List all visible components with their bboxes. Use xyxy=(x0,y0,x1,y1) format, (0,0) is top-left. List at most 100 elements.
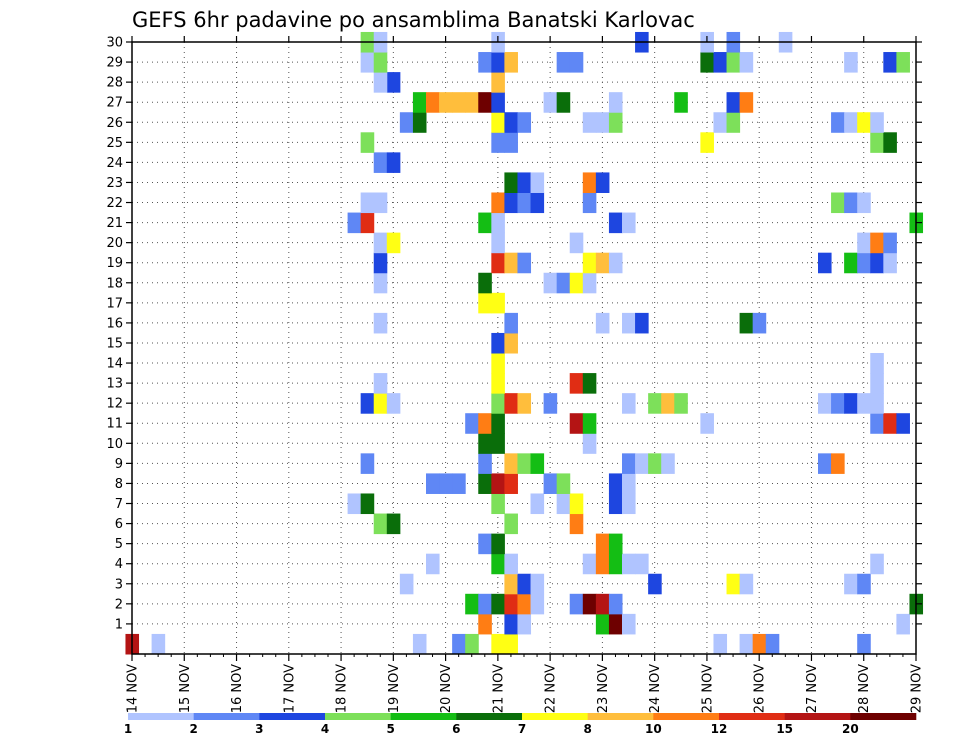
heatmap-cell xyxy=(478,92,492,113)
heatmap-cell xyxy=(739,92,754,113)
heatmap-cell xyxy=(844,252,858,274)
heatmap-cell xyxy=(622,453,636,474)
heatmap-cell xyxy=(478,212,492,234)
heatmap-cell xyxy=(517,453,532,474)
y-tick-label: 25 xyxy=(106,136,123,151)
legend-swatch xyxy=(456,713,523,720)
x-tick-label: 19 NOV xyxy=(387,664,402,713)
legend-label: 8 xyxy=(583,722,591,736)
legend-label: 3 xyxy=(255,722,263,736)
legend-swatch xyxy=(784,713,851,720)
heatmap-cell xyxy=(556,52,571,73)
heatmap-cell xyxy=(608,473,623,494)
x-tick-label: 14 NOV xyxy=(126,664,141,713)
heatmap-cell xyxy=(857,232,871,254)
heatmap-cell xyxy=(870,373,884,394)
heatmap-cell xyxy=(439,92,453,113)
heatmap-cell xyxy=(491,633,505,655)
heatmap-cell xyxy=(726,52,741,73)
heatmap-cell xyxy=(543,473,558,494)
heatmap-cell xyxy=(373,513,388,535)
y-tick-label: 21 xyxy=(106,216,123,231)
heatmap-cell xyxy=(543,92,558,113)
heatmap-cell xyxy=(569,52,584,73)
heatmap-cell xyxy=(569,513,584,535)
y-tick-label: 19 xyxy=(106,256,123,271)
y-tick-label: 15 xyxy=(106,336,123,351)
heatmap-cell xyxy=(373,232,388,254)
heatmap-cell xyxy=(504,453,518,474)
heatmap-cell xyxy=(648,573,662,595)
heatmap-cell xyxy=(818,393,832,414)
heatmap-cell xyxy=(478,533,492,555)
heatmap-cell xyxy=(373,312,388,334)
heatmap-cell xyxy=(530,453,545,474)
legend-label: 10 xyxy=(645,722,662,736)
heatmap-cell xyxy=(386,393,401,414)
legend-label: 4 xyxy=(321,722,329,736)
heatmap-cell xyxy=(491,553,505,575)
heatmap-cell xyxy=(870,393,884,414)
heatmap-cell xyxy=(373,192,388,214)
y-tick-label: 28 xyxy=(106,76,123,91)
x-tick-label: 17 NOV xyxy=(282,664,297,713)
heatmap-cell xyxy=(661,393,675,414)
heatmap-cell xyxy=(360,212,375,234)
x-tick-label: 23 NOV xyxy=(596,664,611,713)
heatmap-cell xyxy=(504,513,518,535)
heatmap-cell xyxy=(491,112,505,133)
heatmap-cell xyxy=(635,553,649,575)
heatmap-cell xyxy=(360,453,375,474)
heatmap-cell xyxy=(504,312,518,334)
heatmap-cell xyxy=(870,553,884,575)
heatmap-cell xyxy=(622,393,636,414)
heatmap-cell xyxy=(622,312,636,334)
heatmap-cell xyxy=(491,212,505,234)
heatmap-cell xyxy=(582,593,597,615)
heatmap-cell xyxy=(870,232,884,254)
heatmap-cell xyxy=(857,573,871,595)
heatmap-cell xyxy=(439,473,453,494)
heatmap-cell xyxy=(504,473,518,494)
heatmap-cell xyxy=(700,52,714,73)
heatmap-cell xyxy=(608,553,623,575)
heatmap-cell xyxy=(622,212,636,234)
heatmap-cell xyxy=(648,453,662,474)
legend-label: 20 xyxy=(842,722,859,736)
heatmap-cell xyxy=(818,252,832,274)
heatmap-cell xyxy=(648,393,662,414)
y-tick-label: 16 xyxy=(106,316,123,331)
heatmap-cell xyxy=(491,393,505,414)
heatmap-cell xyxy=(504,332,518,354)
heatmap-cell xyxy=(504,172,518,193)
heatmap-cell xyxy=(373,52,388,73)
y-tick-label: 3 xyxy=(115,577,123,592)
heatmap-cell xyxy=(452,92,466,113)
heatmap-cell xyxy=(491,92,505,113)
heatmap-cell xyxy=(818,453,832,474)
heatmap-cell xyxy=(556,473,571,494)
heatmap-cell xyxy=(517,593,532,615)
heatmap-cell xyxy=(426,473,440,494)
heatmap-cell xyxy=(491,473,505,494)
legend-swatch xyxy=(850,713,917,720)
heatmap-cell xyxy=(543,393,558,414)
heatmap-cell xyxy=(426,92,440,113)
heatmap-cell xyxy=(373,272,388,294)
heatmap-cell xyxy=(857,633,871,655)
y-tick-label: 27 xyxy=(106,96,123,111)
legend-label: 1 xyxy=(124,722,132,736)
heatmap-cell xyxy=(491,192,505,214)
x-tick-label: 22 NOV xyxy=(544,664,559,713)
y-tick-label: 14 xyxy=(106,357,123,372)
heatmap-cell xyxy=(504,192,518,214)
heatmap-cell xyxy=(883,252,897,274)
heatmap-cell xyxy=(883,413,897,434)
heatmap-cell xyxy=(491,292,505,314)
heatmap-cell xyxy=(608,593,623,615)
heatmap-cell xyxy=(857,112,871,133)
heatmap-cell xyxy=(582,252,597,274)
heatmap-cell xyxy=(752,312,767,334)
heatmap-cell xyxy=(517,112,532,133)
